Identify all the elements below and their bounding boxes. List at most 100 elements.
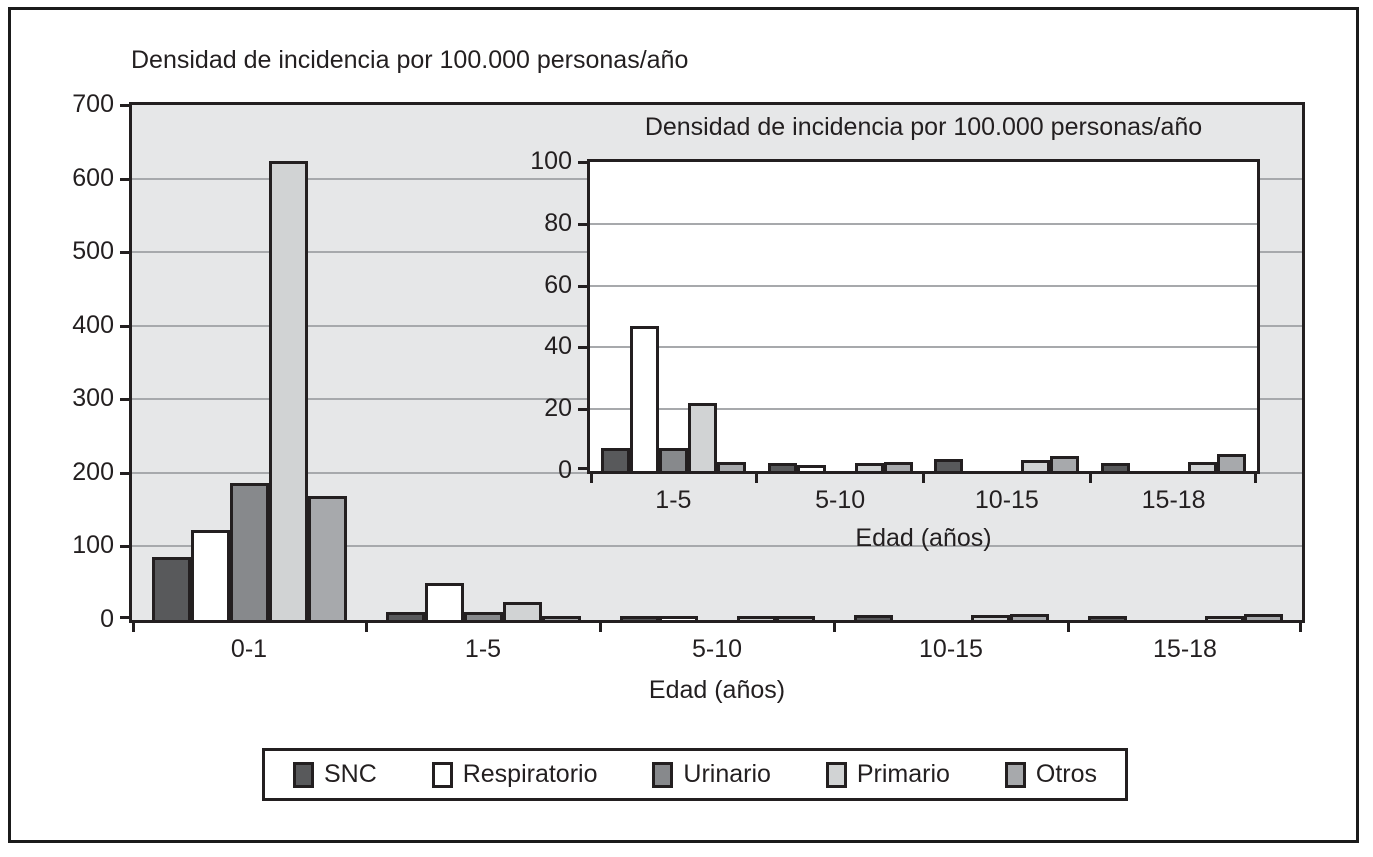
legend-item-Otros: Otros [1004,761,1097,788]
y-tick-label-20: 20 [544,394,572,423]
legend-item-SNC: SNC [293,760,377,788]
x-tick-3 [832,620,836,632]
y-tick-700 [120,104,129,107]
bar-Urinario-1-5 [463,612,503,620]
y-tick-label-200: 200 [72,457,114,486]
bar-Otros-10-15 [1050,456,1080,471]
legend-label-Urinario: Urinario [683,760,771,788]
x-category-label-1-5: 1-5 [464,635,502,663]
y-tick-200 [120,471,129,475]
legend-label-Primario: Primario [856,760,950,788]
legend-swatch-Primario [825,761,847,788]
y-tick-500 [120,251,129,255]
y-tick-label-0: 0 [100,605,114,633]
x-tick-0 [132,620,135,632]
legend: SNC Respiratorio Urinario Primario Otros [262,748,1128,801]
bar-SNC-1-5 [600,448,630,471]
main-chart-title: Densidad de incidencia por 100.000 perso… [131,46,689,74]
y-tick-600 [120,177,129,181]
bar-Primario-15-18 [1188,462,1218,471]
x-category-label-15-18: 15-18 [1141,486,1206,514]
y-tick-label-400: 400 [72,310,114,339]
bar-Respiratorio-1-5 [629,326,659,471]
bar-Otros-1-5 [716,462,746,471]
y-tick-20 [578,408,587,412]
legend-swatch-SNC [293,761,314,788]
legend-swatch-Otros [1004,761,1026,788]
y-tick-label-700: 700 [72,90,114,118]
inset-chart-title: Densidad de incidencia por 100.000 perso… [644,113,1203,141]
legend-item-Primario: Primario [825,760,950,788]
y-tick-60 [578,284,587,288]
y-tick-label-600: 600 [72,163,114,192]
gridline-20 [590,408,1257,411]
legend-item-Urinario: Urinario [652,760,771,788]
y-tick-0 [120,616,129,619]
x-category-label-5-10: 5-10 [815,486,866,514]
bar-SNC-15-18 [1087,616,1127,620]
bar-SNC-5-10 [767,463,797,471]
bar-Primario-5-10 [854,463,884,471]
gridline-100 [132,545,1302,548]
bar-SNC-10-15 [853,615,893,620]
bar-SNC-1-5 [385,612,425,620]
y-tick-300 [120,398,129,402]
bar-Otros-15-18 [1217,454,1247,471]
x-tick-1 [364,620,368,632]
bar-Primario-1-5 [502,602,542,620]
y-tick-40 [578,346,587,350]
bar-Primario-1-5 [687,403,717,471]
bar-Respiratorio-5-10 [658,616,698,620]
legend-swatch-Respiratorio [431,761,453,788]
x-category-label-5-10: 5-10 [691,635,743,663]
bar-Otros-10-15 [1009,614,1049,620]
bar-Urinario-1-5 [658,448,688,471]
x-tick-2 [598,620,602,632]
y-tick-label-300: 300 [72,384,114,413]
bar-Otros-15-18 [1243,614,1283,620]
y-tick-80 [578,222,587,226]
bar-SNC-10-15 [934,459,964,471]
y-tick-label-100: 100 [72,531,114,560]
y-tick-label-100: 100 [530,147,572,175]
bar-SNC-0-1 [151,557,191,620]
x-category-label-15-18: 15-18 [1153,635,1217,663]
x-tick-1 [755,471,759,483]
bar-Otros-0-1 [307,496,347,620]
y-tick-label-0: 0 [558,456,572,484]
bar-Primario-0-1 [268,161,308,620]
x-tick-4 [1066,620,1070,632]
x-tick-2 [922,471,925,483]
bar-Primario-5-10 [736,616,776,620]
legend-label-SNC: SNC [324,760,377,788]
x-category-label-1-5: 1-5 [655,486,692,514]
x-category-label-10-15: 10-15 [974,486,1039,514]
y-tick-100 [120,545,129,549]
y-tick-100 [578,161,587,164]
x-category-label-0-1: 0-1 [230,635,268,663]
x-tick-4 [1254,471,1257,483]
bar-SNC-15-18 [1101,463,1131,471]
legend-swatch-Urinario [652,761,674,788]
bar-Otros-5-10 [883,462,913,471]
bar-Respiratorio-1-5 [424,583,464,620]
x-category-label-10-15: 10-15 [919,635,983,663]
y-tick-400 [120,324,129,328]
inset-plot-area: 0 20 40 60 80 100 1-5 5-10 10-15 15-18 [530,149,1260,513]
x-tick-5 [1299,620,1302,632]
bar-Otros-1-5 [541,616,581,620]
bar-Otros-5-10 [775,616,815,620]
inset-x-axis-label: Edad (años) [855,524,992,552]
bar-Urinario-0-1 [229,483,269,620]
bar-Primario-15-18 [1204,616,1244,620]
gridline-60 [590,284,1257,287]
legend-label-Respiratorio: Respiratorio [462,760,598,788]
bar-Respiratorio-5-10 [796,465,826,471]
bar-Respiratorio-0-1 [190,530,230,620]
bar-Primario-10-15 [1021,460,1051,471]
y-tick-label-500: 500 [72,237,114,266]
y-tick-0 [578,467,587,470]
y-tick-label-80: 80 [544,208,572,237]
main-x-axis-label: Edad (años) [648,676,786,704]
